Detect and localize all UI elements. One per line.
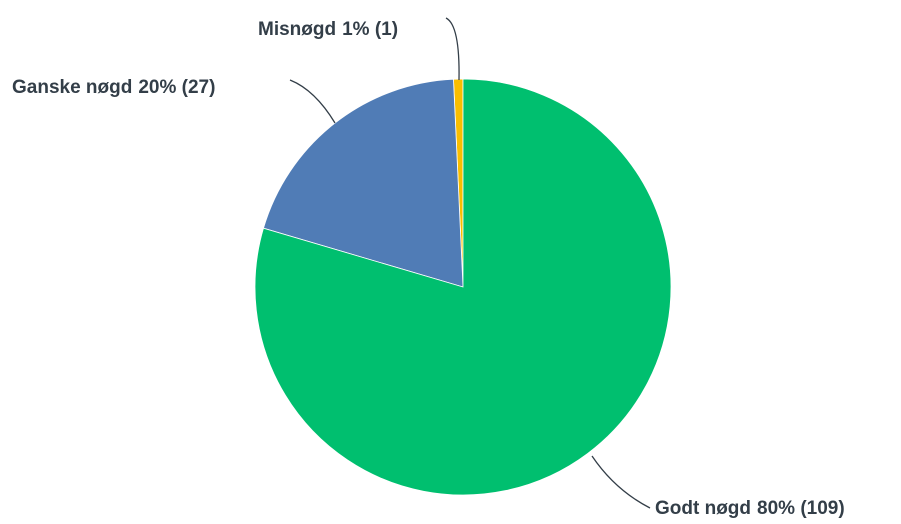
leader-line [591, 455, 651, 509]
slice-value: 20% (27) [138, 77, 215, 98]
slice-name: Godt nøgd [655, 498, 751, 519]
leader-line [289, 79, 336, 124]
slice-value: 1% (1) [342, 19, 398, 40]
slice-label: Ganske nøgd 20% (27) [12, 77, 215, 98]
slice-label: Misnøgd 1% (1) [258, 19, 398, 40]
slice-value: 80% (109) [757, 498, 845, 519]
pie-slice [262, 78, 464, 288]
slice-label: Godt nøgd 80% (109) [655, 498, 845, 519]
slice-name: Misnøgd [258, 19, 336, 40]
pie-slice [254, 78, 672, 496]
slice-name: Ganske nøgd [12, 77, 132, 98]
leader-line [445, 17, 460, 81]
